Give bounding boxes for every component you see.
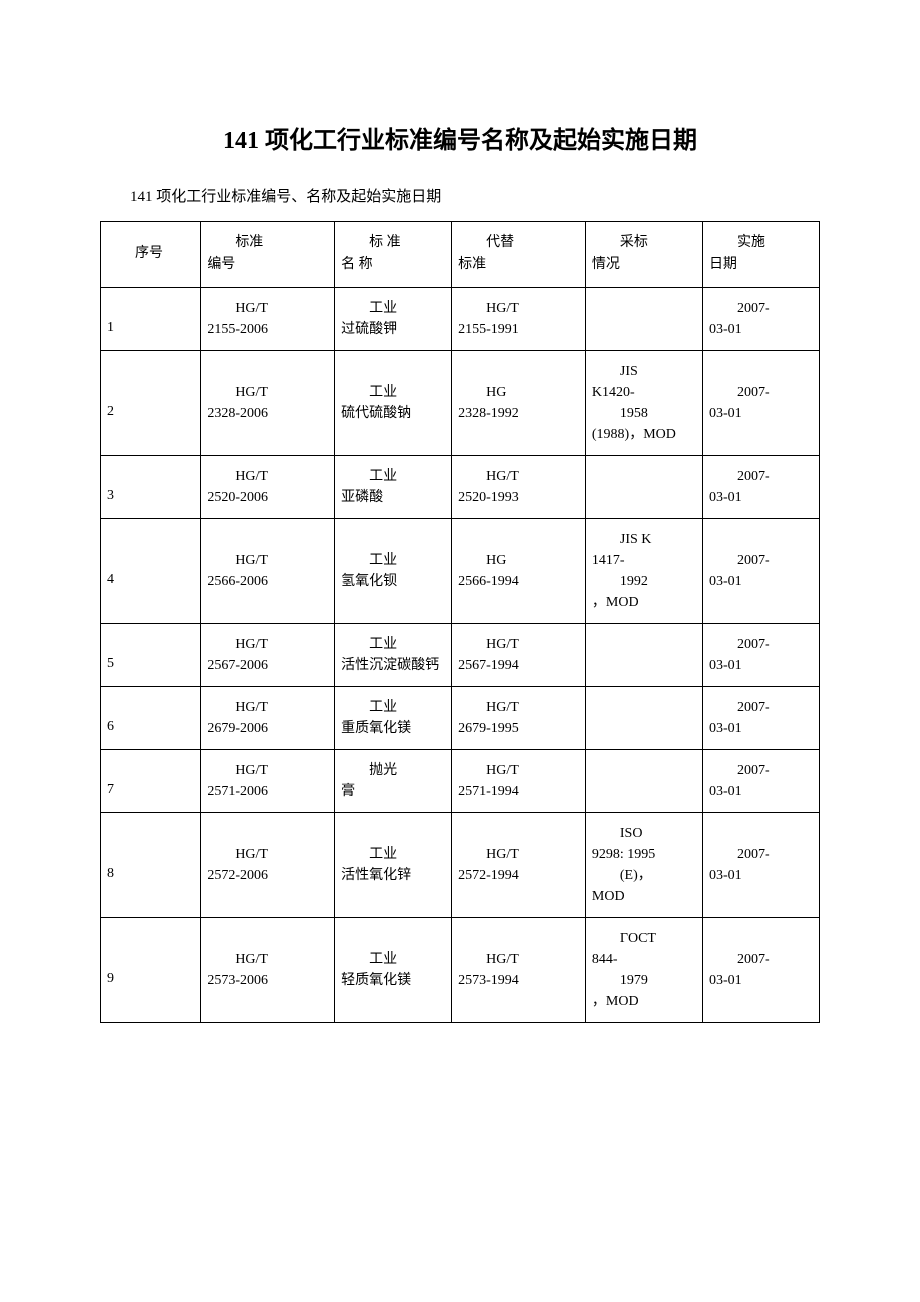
cell-date: 2007-03-01: [702, 623, 819, 686]
header-date-l1: 实施: [709, 232, 813, 254]
header-replace-l2: 标准: [458, 254, 579, 276]
cell-replace: HG/T2572-1994: [452, 812, 586, 917]
cell-seq: 1: [101, 287, 201, 350]
cell-name: 工业亚磷酸: [335, 455, 452, 518]
cell-date: 2007-03-01: [702, 518, 819, 623]
header-adopt-l1: 采标: [592, 232, 696, 254]
cell-date: 2007-03-01: [702, 917, 819, 1022]
cell-seq: 7: [101, 749, 201, 812]
header-code-l1: 标准: [207, 232, 328, 254]
cell-name: 工业硫代硫酸钠: [335, 350, 452, 455]
header-name: 标 准 名 称: [335, 222, 452, 288]
table-body: 1HG/T2155-2006工业过硫酸钾HG/T2155-1991 2007-03…: [101, 287, 820, 1022]
cell-seq: 2: [101, 350, 201, 455]
header-date-l2: 日期: [709, 254, 813, 276]
cell-code: HG/T2155-2006: [201, 287, 335, 350]
cell-name: 工业氢氧化钡: [335, 518, 452, 623]
cell-date: 2007-03-01: [702, 455, 819, 518]
header-replace: 代替 标准: [452, 222, 586, 288]
cell-name: 工业活性氧化锌: [335, 812, 452, 917]
standards-table: 序号 标准 编号 标 准 名 称 代替 标准 采标 情况 实施 日期: [100, 221, 820, 1023]
cell-code: HG/T2520-2006: [201, 455, 335, 518]
cell-replace: HG/T2573-1994: [452, 917, 586, 1022]
cell-date: 2007-03-01: [702, 686, 819, 749]
cell-replace: HG2566-1994: [452, 518, 586, 623]
header-code-l2: 编号: [207, 254, 328, 276]
cell-name: 工业过硫酸钾: [335, 287, 452, 350]
header-name-l1: 标 准: [341, 232, 445, 254]
header-adopt-l2: 情况: [592, 254, 696, 276]
cell-date: 2007-03-01: [702, 812, 819, 917]
cell-adopt: [585, 686, 702, 749]
cell-date: 2007-03-01: [702, 350, 819, 455]
cell-code: HG/T2571-2006: [201, 749, 335, 812]
cell-adopt: ГOCТ844-1979，MOD: [585, 917, 702, 1022]
cell-name: 抛光膏: [335, 749, 452, 812]
table-row: 2HG/T2328-2006工业硫代硫酸钠HG2328-1992JISK1420…: [101, 350, 820, 455]
header-seq-text: 序号: [107, 243, 194, 265]
table-row: 5HG/T2567-2006工业活性沉淀碳酸钙HG/T2567-1994 2007…: [101, 623, 820, 686]
table-row: 1HG/T2155-2006工业过硫酸钾HG/T2155-1991 2007-03…: [101, 287, 820, 350]
cell-code: HG/T2572-2006: [201, 812, 335, 917]
cell-replace: HG2328-1992: [452, 350, 586, 455]
cell-code: HG/T2567-2006: [201, 623, 335, 686]
header-seq: 序号: [101, 222, 201, 288]
header-name-l2: 名 称: [341, 254, 445, 276]
cell-code: HG/T2573-2006: [201, 917, 335, 1022]
cell-replace: HG/T2567-1994: [452, 623, 586, 686]
cell-seq: 3: [101, 455, 201, 518]
header-adopt: 采标 情况: [585, 222, 702, 288]
table-row: 9HG/T2573-2006工业轻质氧化镁HG/T2573-1994ГOCТ84…: [101, 917, 820, 1022]
table-header-row: 序号 标准 编号 标 准 名 称 代替 标准 采标 情况 实施 日期: [101, 222, 820, 288]
cell-replace: HG/T2679-1995: [452, 686, 586, 749]
cell-adopt: [585, 623, 702, 686]
page-title: 141 项化工行业标准编号名称及起始实施日期: [100, 120, 820, 155]
cell-replace: HG/T2155-1991: [452, 287, 586, 350]
table-row: 4HG/T2566-2006工业氢氧化钡HG2566-1994JIS K1417…: [101, 518, 820, 623]
cell-code: HG/T2679-2006: [201, 686, 335, 749]
cell-seq: 4: [101, 518, 201, 623]
cell-seq: 6: [101, 686, 201, 749]
table-row: 3HG/T2520-2006工业亚磷酸HG/T2520-1993 2007-03-…: [101, 455, 820, 518]
header-date: 实施 日期: [702, 222, 819, 288]
cell-name: 工业活性沉淀碳酸钙: [335, 623, 452, 686]
cell-adopt: [585, 287, 702, 350]
cell-replace: HG/T2520-1993: [452, 455, 586, 518]
table-row: 6HG/T2679-2006工业重质氧化镁HG/T2679-1995 2007-0…: [101, 686, 820, 749]
table-row: 7HG/T2571-2006抛光膏HG/T2571-1994 2007-03-01: [101, 749, 820, 812]
cell-adopt: [585, 455, 702, 518]
cell-seq: 9: [101, 917, 201, 1022]
cell-adopt: JIS K1417-1992，MOD: [585, 518, 702, 623]
table-row: 8HG/T2572-2006工业活性氧化锌HG/T2572-1994ISO929…: [101, 812, 820, 917]
cell-adopt: JISK1420-1958(1988)，MOD: [585, 350, 702, 455]
cell-name: 工业轻质氧化镁: [335, 917, 452, 1022]
cell-adopt: ISO9298: 1995(E)，MOD: [585, 812, 702, 917]
cell-adopt: [585, 749, 702, 812]
cell-name: 工业重质氧化镁: [335, 686, 452, 749]
subtitle: 141 项化工行业标准编号、名称及起始实施日期: [130, 185, 820, 206]
header-code: 标准 编号: [201, 222, 335, 288]
cell-seq: 8: [101, 812, 201, 917]
cell-code: HG/T2566-2006: [201, 518, 335, 623]
cell-replace: HG/T2571-1994: [452, 749, 586, 812]
cell-date: 2007-03-01: [702, 749, 819, 812]
cell-seq: 5: [101, 623, 201, 686]
cell-code: HG/T2328-2006: [201, 350, 335, 455]
header-replace-l1: 代替: [458, 232, 579, 254]
cell-date: 2007-03-01: [702, 287, 819, 350]
